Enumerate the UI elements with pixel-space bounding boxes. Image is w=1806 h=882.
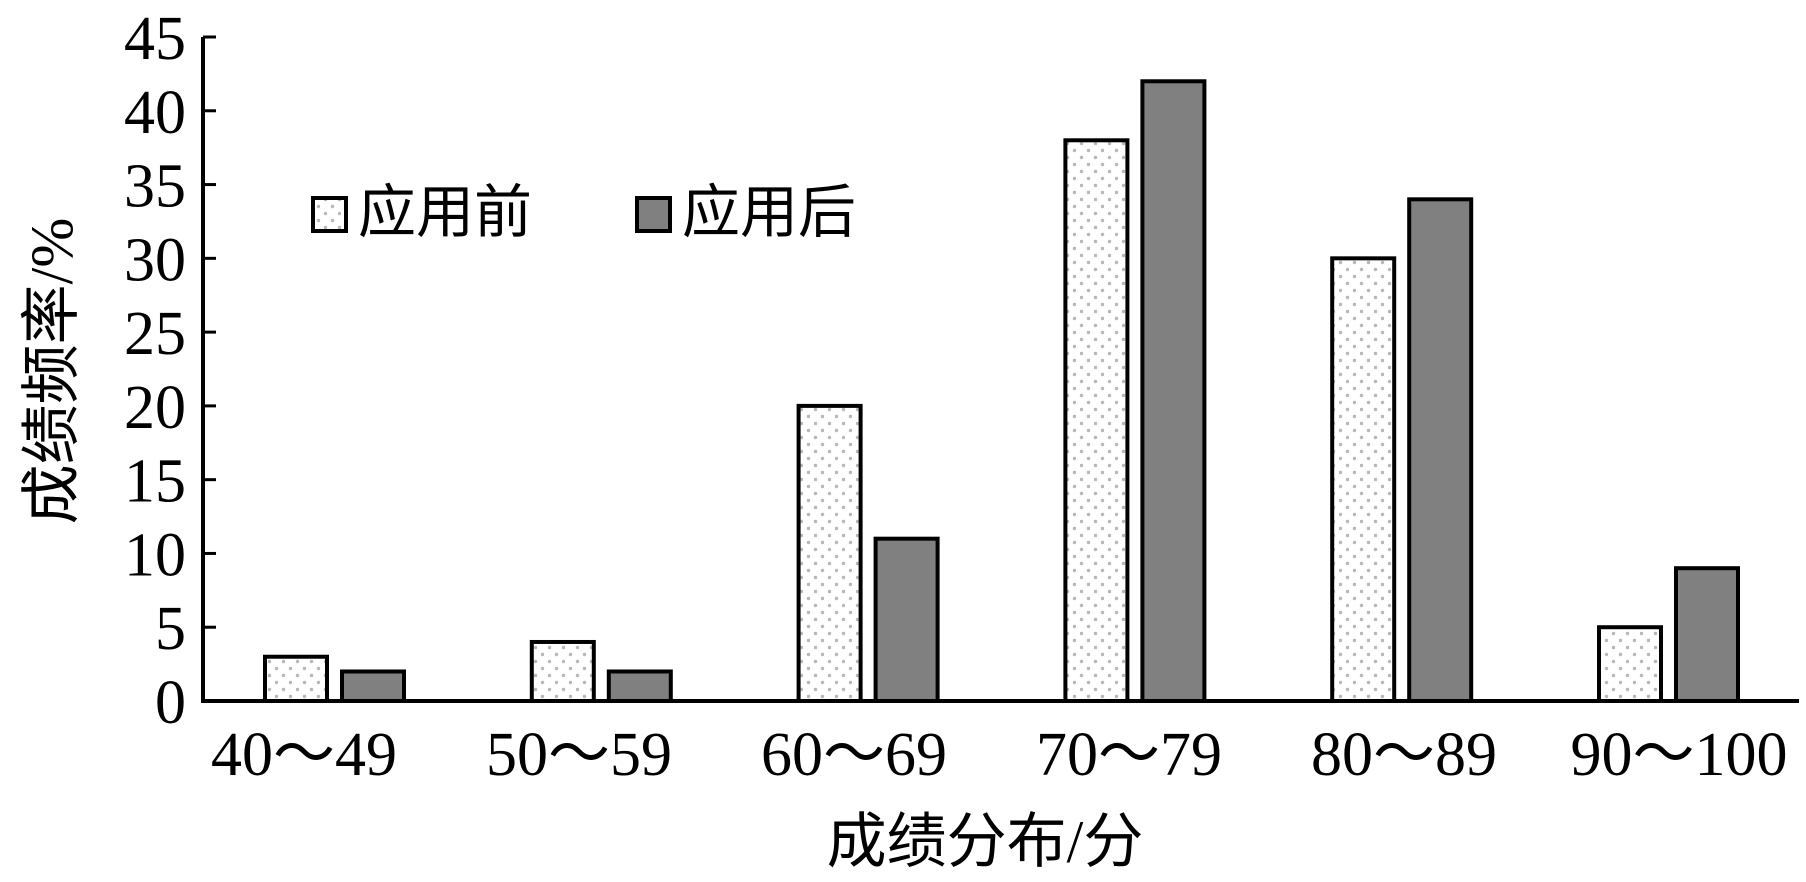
y-tick-label: 35 bbox=[124, 153, 186, 221]
bar-series-2-cat-3 bbox=[873, 536, 940, 704]
x-tick-label: 90～100 bbox=[1570, 721, 1787, 789]
bars-layer bbox=[263, 79, 1740, 704]
y-tick-label: 40 bbox=[124, 79, 186, 147]
legend-swatch-before bbox=[311, 196, 348, 233]
axes-layer bbox=[201, 35, 1799, 703]
y-axis-title: 成绩频率/% bbox=[19, 218, 85, 525]
x-tick-label: 60～69 bbox=[761, 721, 947, 789]
y-tick-label: 0 bbox=[155, 669, 186, 737]
y-tick-label: 20 bbox=[124, 374, 186, 442]
y-tick-label: 5 bbox=[155, 595, 186, 663]
bar-series-1-cat-1 bbox=[263, 654, 329, 704]
legend-label-before: 应用前 bbox=[358, 180, 532, 245]
x-tick-label: 40～49 bbox=[211, 721, 397, 789]
bar-series-1-cat-5 bbox=[1330, 256, 1397, 703]
x-axis-title: 成绩分布/分 bbox=[827, 809, 1144, 875]
y-tick-label: 15 bbox=[124, 448, 186, 516]
bar-series-2-cat-1 bbox=[340, 669, 406, 704]
bar-series-2-cat-4 bbox=[1140, 79, 1207, 704]
x-tick-label: 80～89 bbox=[1311, 721, 1497, 789]
x-tick-labels: 40～49 50～59 60～69 70～79 80～89 90～100 bbox=[211, 721, 1788, 789]
legend-label-after: 应用后 bbox=[682, 180, 856, 245]
bar-series-1-cat-6 bbox=[1597, 625, 1663, 704]
bar-series-1-cat-2 bbox=[529, 639, 596, 704]
y-tick-label: 10 bbox=[124, 521, 186, 589]
x-tick-label: 70～79 bbox=[1036, 721, 1222, 789]
x-tick-label: 50～59 bbox=[486, 721, 672, 789]
y-tick-label: 30 bbox=[124, 226, 186, 294]
bar-series-2-cat-2 bbox=[606, 669, 673, 704]
legend: 应用前 应用后 bbox=[311, 180, 856, 245]
bar-series-1-cat-3 bbox=[796, 403, 863, 703]
y-tick-label: 45 bbox=[124, 5, 186, 73]
bar-series-1-cat-4 bbox=[1063, 138, 1130, 704]
bar-series-2-cat-6 bbox=[1674, 566, 1740, 704]
bar-series-2-cat-5 bbox=[1407, 197, 1474, 704]
y-tick-label: 25 bbox=[124, 300, 186, 368]
legend-swatch-after bbox=[635, 196, 672, 233]
